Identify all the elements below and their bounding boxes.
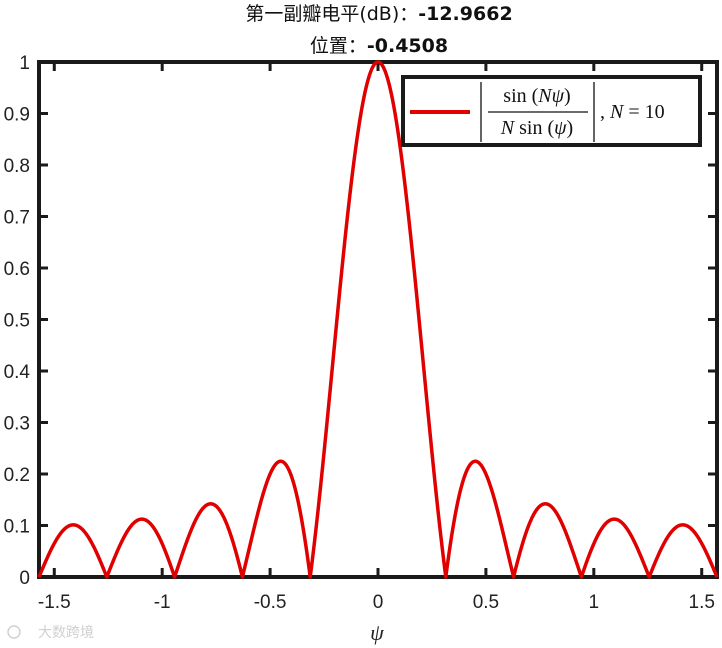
chart-title-label: 第一副瓣电平(dB)： bbox=[245, 3, 418, 25]
series-layer bbox=[37, 60, 719, 579]
y-tick-label: 0.2 bbox=[4, 465, 30, 486]
chart-title-line1: 第一副瓣电平(dB)：-12.9662 bbox=[245, 3, 512, 25]
y-tick-label: 0.9 bbox=[4, 105, 30, 126]
legend-denominator: N sin (ψ) bbox=[500, 117, 573, 139]
chart-subtitle-value: -0.4508 bbox=[367, 35, 448, 57]
x-tick-label: -1.5 bbox=[38, 592, 71, 613]
y-tick-label: 0.7 bbox=[4, 208, 30, 229]
watermark-logo-icon bbox=[7, 625, 21, 639]
y-tick-label: 0.8 bbox=[4, 156, 30, 177]
legend: sin (Nψ) N sin (ψ) , N = 10 bbox=[401, 75, 702, 147]
x-tick-label: -0.5 bbox=[254, 592, 287, 613]
y-tick-label: 0.1 bbox=[4, 517, 30, 538]
watermark-text: 大数跨境 bbox=[38, 625, 94, 641]
chart-subtitle-label: 位置： bbox=[310, 35, 367, 57]
y-tick-label: 0.5 bbox=[4, 311, 30, 332]
y-tick-label: 1 bbox=[19, 53, 30, 74]
axis-ticks: -1.5 -1 -0.5 0 0.5 1 1.5 0 0.1 0.2 0.3 0.4 0.5 0.6 0.7… bbox=[4, 53, 717, 613]
watermark: 大数跨境 bbox=[7, 625, 94, 641]
y-tick-label: 0.3 bbox=[4, 414, 30, 435]
y-tick-label: 0.6 bbox=[4, 259, 30, 280]
legend-numerator: sin (Nψ) bbox=[503, 85, 570, 107]
x-tick-label: -1 bbox=[154, 592, 171, 613]
chart-title-line2: 位置：-0.4508 bbox=[310, 35, 448, 57]
plot-area bbox=[37, 60, 719, 579]
x-tick-label: 0.5 bbox=[473, 592, 499, 613]
x-tick-label: 1 bbox=[589, 592, 600, 613]
legend-N-text: , N = 10 bbox=[600, 101, 665, 123]
y-tick-label: 0.4 bbox=[4, 362, 31, 383]
x-axis-label: ψ bbox=[370, 620, 384, 645]
x-tick-label: 0 bbox=[373, 592, 384, 613]
y-tick-label: 0 bbox=[19, 568, 30, 589]
series-line bbox=[37, 60, 719, 579]
x-tick-label: 1.5 bbox=[689, 592, 715, 613]
chart-title-value: -12.9662 bbox=[418, 3, 512, 25]
